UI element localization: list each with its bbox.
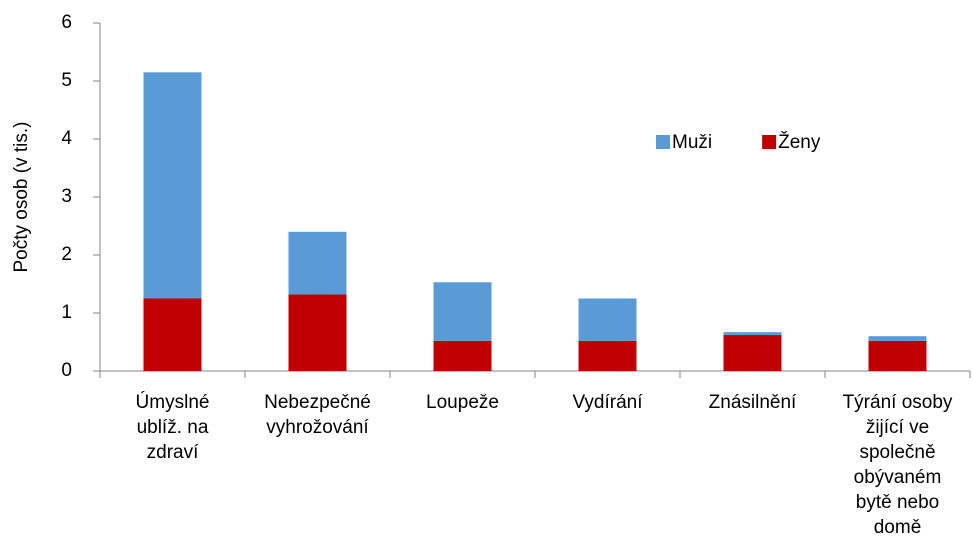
legend-label: Ženy — [778, 131, 821, 153]
y-tick-label: 6 — [61, 12, 72, 33]
x-tick-label: Vydírání — [572, 392, 643, 413]
bar-segment — [433, 282, 492, 341]
x-tick-label-line: domě — [874, 517, 922, 538]
y-tick-label: 4 — [61, 128, 72, 149]
legend-swatch — [762, 135, 777, 149]
x-tick-label-line: vyhrožování — [266, 417, 369, 438]
x-tick-label: Týrání osoby žijící ve společně obývaném byt… — [843, 392, 953, 538]
bar-segment — [288, 294, 347, 371]
x-tick-label-line: bytě nebo — [856, 492, 939, 513]
bar-segment — [868, 336, 927, 341]
y-axis-label: Počty osob (v tis.) — [11, 122, 32, 273]
bar-segment — [868, 340, 927, 371]
bar-segment — [288, 231, 347, 295]
y-tick-label: 5 — [61, 70, 72, 91]
y-tick-label: 3 — [61, 186, 72, 207]
x-tick-label-line: Týrání osoby — [843, 392, 953, 413]
x-tick-label: Znásilnění — [709, 392, 797, 413]
x-tick-label-line: Loupeže — [426, 392, 499, 413]
y-tick-label: 1 — [61, 302, 72, 323]
y-tick-label: 2 — [61, 244, 72, 265]
x-tick-label-line: Úmyslné — [136, 391, 210, 413]
bar-segment — [578, 340, 637, 371]
x-tick-label: Loupeže — [426, 392, 499, 413]
x-tick-label-line: obývaném — [854, 467, 942, 488]
x-tick-label: Nebezpečné vyhrožování — [264, 392, 371, 438]
bar-segment — [578, 298, 637, 341]
x-tick-label: Úmyslné ublíž. na zdraví — [136, 391, 210, 463]
bar-segment — [433, 340, 492, 371]
bar-segment — [143, 72, 202, 299]
bar-segment — [723, 335, 782, 371]
legend-label: Muži — [672, 132, 712, 153]
bar-segment — [143, 298, 202, 371]
x-tick-label-line: Znásilnění — [709, 392, 797, 413]
bar-segment — [723, 332, 782, 336]
x-tick-label-line: Nebezpečné — [264, 392, 371, 413]
x-tick-label-line: společně — [859, 442, 935, 463]
y-tick-label: 0 — [61, 360, 72, 381]
legend-swatch — [656, 135, 670, 149]
x-tick-label-line: Vydírání — [572, 392, 643, 413]
x-tick-label-line: zdraví — [147, 442, 199, 463]
x-tick-label-line: ublíž. na — [137, 417, 209, 438]
x-tick-label-line: žijící ve — [866, 417, 929, 438]
